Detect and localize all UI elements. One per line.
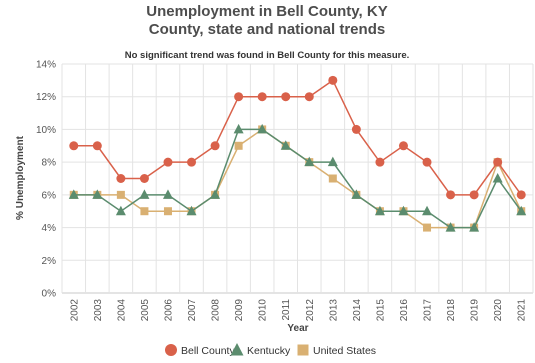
x-tick-label: 2017 (423, 299, 434, 322)
data-point (492, 173, 503, 183)
legend-item: Bell County (165, 344, 235, 357)
series-kentucky (68, 123, 527, 232)
data-point (230, 343, 244, 356)
y-tick-label: 10% (36, 125, 56, 136)
data-point (210, 189, 221, 199)
data-point (297, 344, 309, 356)
x-tick-label: 2003 (93, 299, 104, 322)
legend-item: Kentucky (230, 343, 291, 357)
x-tick-label: 2009 (234, 299, 245, 322)
data-point (493, 157, 503, 167)
data-point (469, 190, 479, 200)
x-tick-label: 2004 (116, 299, 127, 322)
y-axis-label: % Unemployment (15, 135, 26, 220)
x-tick-label: 2015 (375, 299, 386, 322)
data-point (469, 222, 480, 232)
data-point (116, 190, 125, 199)
x-tick-label: 2010 (258, 299, 269, 322)
data-point (281, 92, 291, 102)
y-tick-label: 2% (42, 256, 57, 267)
legend-label: Kentucky (247, 345, 291, 357)
data-point (351, 124, 361, 134)
data-point (210, 141, 220, 151)
data-point (423, 223, 432, 232)
series-lines (68, 75, 527, 232)
chart-title-line2: County, state and national trends (149, 21, 385, 38)
x-tick-label: 2020 (493, 299, 504, 322)
y-axis-ticks: 0% 2% 4% 6% 8% 10% 12% 14% (36, 60, 56, 300)
data-point (375, 157, 385, 167)
series-line (73, 79, 522, 196)
y-tick-label: 6% (42, 190, 57, 201)
data-point (445, 222, 456, 232)
data-point (516, 190, 526, 200)
legend: Bell County Kentucky United States (165, 343, 376, 357)
x-tick-label: 2007 (187, 299, 198, 322)
x-axis-label: Year (287, 323, 308, 334)
data-point (516, 205, 527, 216)
data-point (422, 205, 433, 216)
data-point (374, 205, 385, 216)
legend-label: Bell County (181, 345, 235, 357)
data-point (398, 205, 409, 216)
data-point (234, 92, 244, 102)
x-axis-ticks: 2002 2003 2004 2005 2006 2007 2008 2009 2010 2011… (69, 299, 527, 322)
legend-label: United States (313, 345, 376, 357)
data-point (92, 141, 102, 151)
data-point (115, 205, 126, 216)
data-point (422, 157, 432, 167)
x-tick-label: 2021 (517, 299, 528, 322)
x-tick-label: 2012 (305, 299, 316, 322)
data-point (186, 205, 197, 216)
y-tick-label: 0% (42, 289, 57, 300)
legend-item: United States (297, 344, 376, 357)
data-point (165, 344, 177, 356)
data-point (304, 92, 314, 102)
x-tick-label: 2002 (69, 299, 80, 322)
data-point (234, 141, 243, 150)
data-point (162, 189, 173, 199)
x-tick-label: 2005 (140, 299, 151, 322)
data-point (187, 157, 197, 167)
x-tick-label: 2014 (352, 299, 363, 322)
data-point (304, 156, 315, 167)
data-point (233, 123, 244, 134)
data-point (139, 174, 149, 183)
data-point (139, 189, 150, 199)
data-point (280, 140, 291, 150)
data-point (446, 190, 456, 200)
x-tick-label: 2011 (281, 299, 292, 321)
data-point (351, 189, 362, 199)
y-tick-label: 4% (42, 223, 57, 234)
series-bell-county (69, 75, 526, 200)
x-tick-label: 2016 (399, 299, 410, 322)
data-point (68, 189, 79, 199)
data-point (163, 207, 172, 216)
data-point (328, 75, 338, 85)
data-point (92, 189, 103, 199)
data-point (328, 174, 337, 183)
x-tick-label: 2006 (163, 299, 174, 322)
series-line (73, 128, 522, 229)
x-tick-label: 2019 (470, 299, 481, 322)
data-point (398, 141, 408, 151)
y-tick-label: 12% (36, 92, 56, 103)
data-point (163, 157, 173, 167)
data-point (140, 207, 149, 216)
data-point (257, 92, 267, 102)
x-tick-label: 2008 (211, 299, 222, 322)
y-tick-label: 14% (36, 60, 56, 71)
y-tick-label: 8% (42, 158, 57, 169)
data-point (116, 174, 126, 183)
data-point (327, 156, 338, 167)
x-tick-label: 2018 (446, 299, 457, 322)
data-point (69, 141, 79, 151)
chart-title-line1: Unemployment in Bell County, KY (146, 3, 387, 20)
chart-subtitle: No significant trend was found in Bell C… (125, 50, 410, 61)
data-point (257, 123, 268, 134)
x-tick-label: 2013 (328, 299, 339, 322)
